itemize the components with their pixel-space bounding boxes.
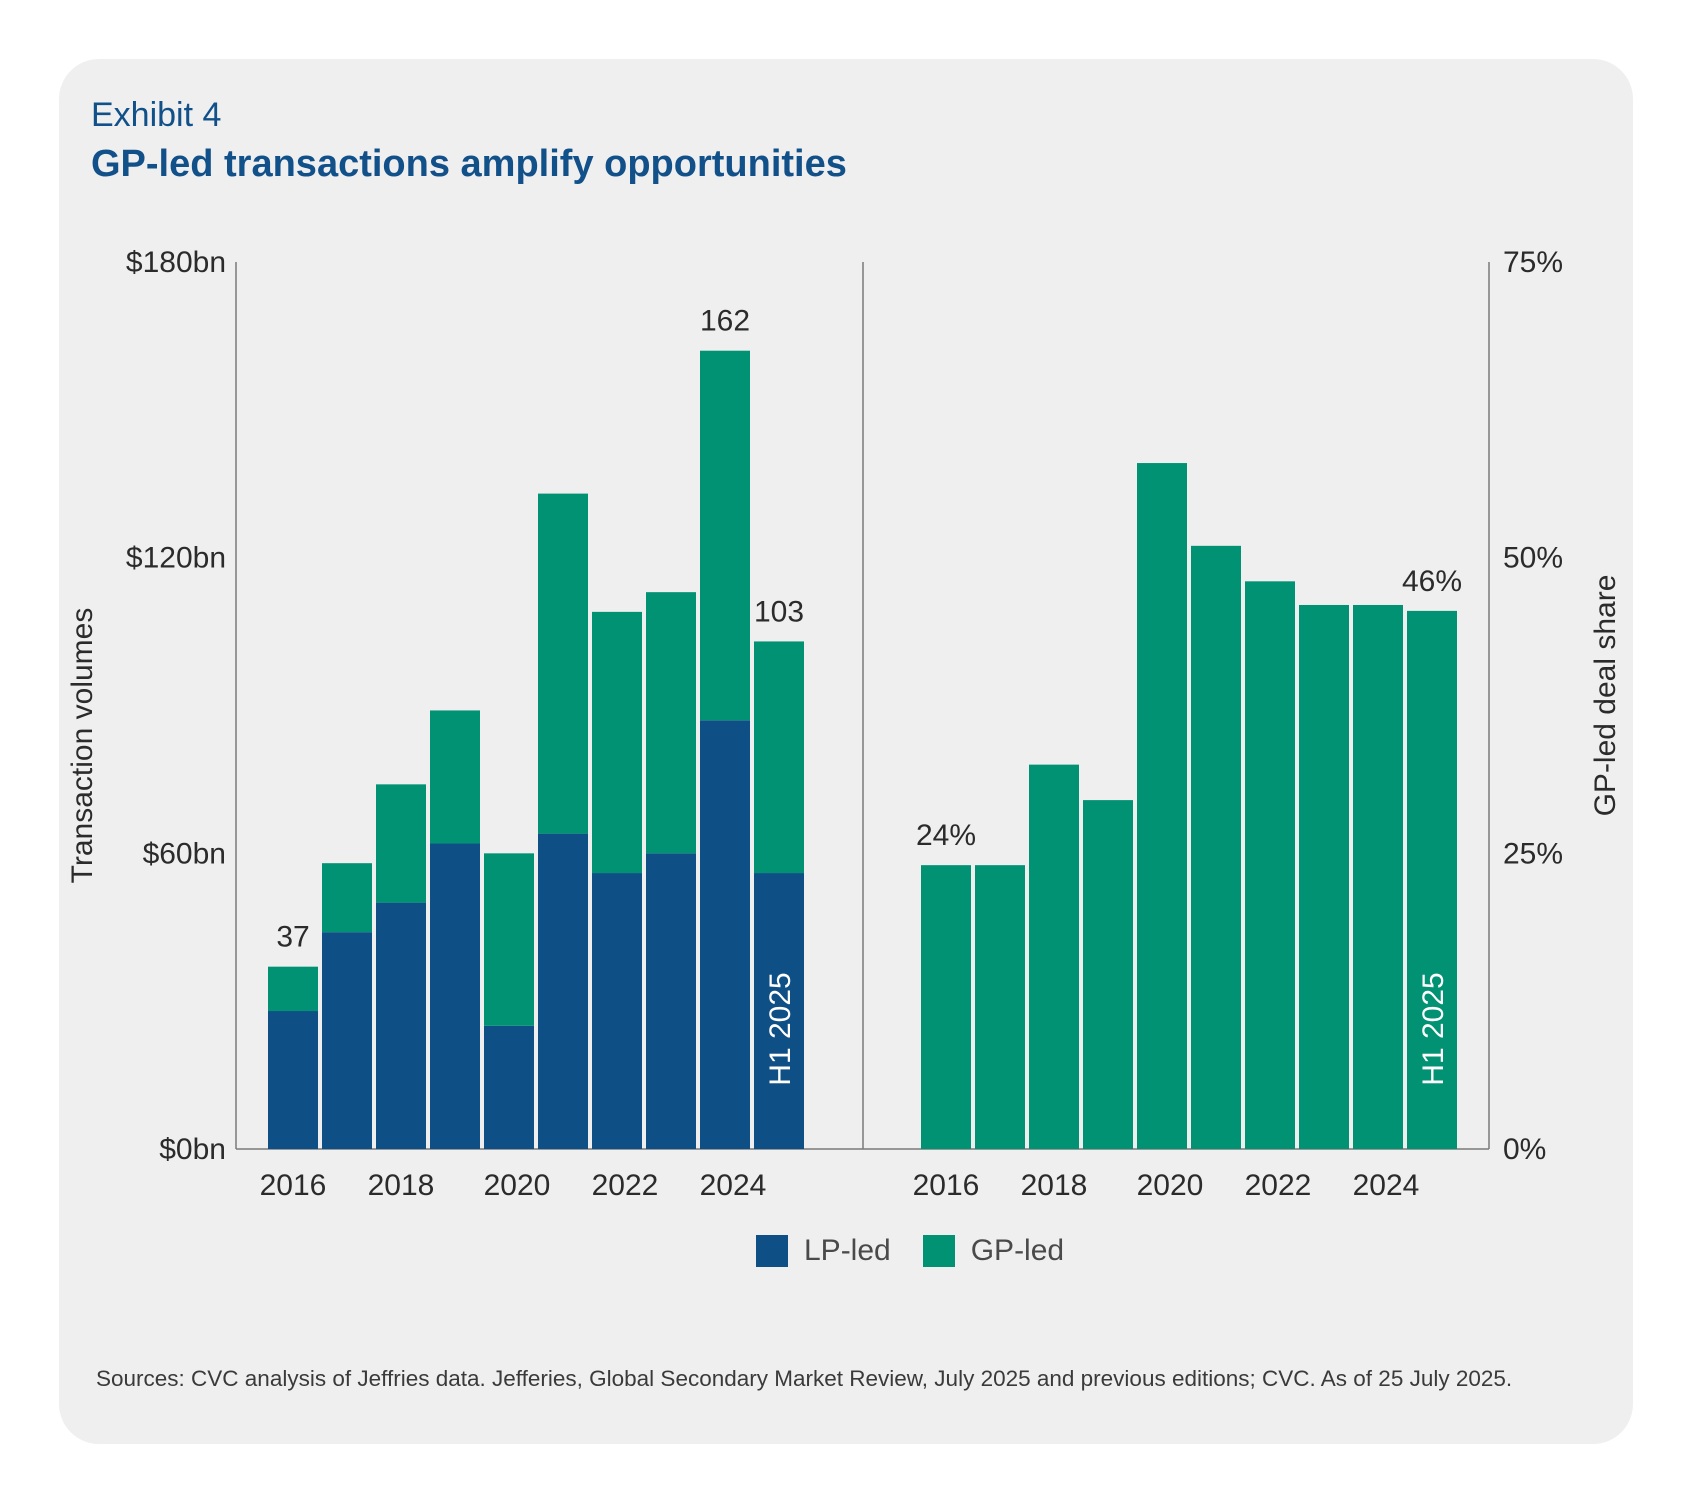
x-tick-label: 2022 — [592, 1169, 659, 1202]
bar-gp-led-deal-share-2024 — [1353, 604, 1403, 1149]
legend-item-lp-led[interactable]: LP-led — [756, 1234, 891, 1268]
bar-lp-led-h1-2025 — [754, 873, 804, 1149]
bar-gp-led-2017 — [322, 863, 372, 933]
bar-annotation: H1 2025 — [1417, 972, 1450, 1085]
bar-lp-led-2023 — [646, 853, 696, 1149]
bar-annotation: H1 2025 — [764, 972, 797, 1085]
bar-gp-led-deal-share-2017 — [975, 865, 1025, 1149]
x-tick-label: 2018 — [1021, 1169, 1088, 1202]
bar-gp-led-deal-share-2018 — [1029, 764, 1079, 1149]
bar-gp-led-deal-share-2022 — [1245, 581, 1295, 1149]
data-label: 24% — [916, 819, 976, 852]
legend-item-gp-led[interactable]: GP-led — [922, 1234, 1065, 1268]
bar-lp-led-2022 — [592, 873, 642, 1149]
x-tick-label: 2020 — [1137, 1169, 1204, 1202]
y-tick-label: $0bn — [159, 1133, 226, 1166]
bar-gp-led-2022 — [592, 611, 642, 874]
y-tick-label: 75% — [1503, 246, 1563, 279]
x-tick-label: 2022 — [1245, 1169, 1312, 1202]
bar-gp-led-2021 — [538, 493, 588, 834]
bar-lp-led-2024 — [700, 720, 750, 1149]
data-label: 162 — [700, 305, 750, 338]
source-note: Sources: CVC analysis of Jeffries data. … — [96, 1366, 1513, 1391]
y-tick-label: 25% — [1503, 837, 1563, 870]
y-tick-label: $180bn — [126, 246, 226, 279]
x-tick-label: 2020 — [484, 1169, 551, 1202]
bar-gp-led-deal-share-h1-2025 — [1407, 610, 1457, 1149]
data-label: 103 — [754, 595, 804, 628]
bar-lp-led-2020 — [484, 1025, 534, 1149]
legend-swatch-lp-led — [756, 1235, 788, 1267]
y-axis-title: GP-led deal share — [1589, 575, 1622, 817]
bar-gp-led-deal-share-2020 — [1137, 463, 1187, 1149]
y-tick-label: $120bn — [126, 542, 226, 575]
chart-title: GP-led transactions amplify opportunitie… — [91, 143, 847, 185]
y-tick-label: 0% — [1503, 1133, 1546, 1166]
bar-gp-led-h1-2025 — [754, 641, 804, 874]
bar-lp-led-2018 — [376, 902, 426, 1149]
legend: LP-led GP-led — [756, 1234, 1096, 1268]
y-axis-title: Transaction volumes — [66, 608, 99, 884]
x-tick-label: 2018 — [368, 1169, 435, 1202]
x-tick-label: 2016 — [260, 1169, 327, 1202]
exhibit-number: Exhibit 4 — [91, 96, 222, 134]
legend-label: LP-led — [804, 1234, 891, 1267]
bar-lp-led-2017 — [322, 932, 372, 1149]
y-tick-label: $60bn — [143, 837, 226, 870]
bar-gp-led-deal-share-2021 — [1191, 545, 1241, 1149]
x-tick-label: 2016 — [913, 1169, 980, 1202]
x-tick-label: 2024 — [700, 1169, 767, 1202]
bar-lp-led-2016 — [268, 1011, 318, 1149]
bar-gp-led-2023 — [646, 592, 696, 854]
data-label: 46% — [1402, 565, 1462, 598]
data-label: 37 — [276, 921, 309, 954]
bar-lp-led-2019 — [430, 843, 480, 1149]
bar-gp-led-2019 — [430, 710, 480, 844]
x-tick-label: 2024 — [1353, 1169, 1420, 1202]
bar-gp-led-2016 — [268, 966, 318, 1012]
bar-gp-led-2020 — [484, 853, 534, 1026]
legend-label: GP-led — [970, 1234, 1065, 1267]
bar-gp-led-2018 — [376, 784, 426, 903]
y-tick-label: 50% — [1503, 542, 1563, 575]
bar-gp-led-2024 — [700, 350, 750, 721]
bar-lp-led-2021 — [538, 833, 588, 1149]
legend-swatch-gp-led — [922, 1235, 955, 1267]
bar-gp-led-deal-share-2023 — [1299, 604, 1349, 1149]
bar-gp-led-deal-share-2016 — [921, 865, 971, 1149]
bar-gp-led-deal-share-2019 — [1083, 800, 1133, 1149]
